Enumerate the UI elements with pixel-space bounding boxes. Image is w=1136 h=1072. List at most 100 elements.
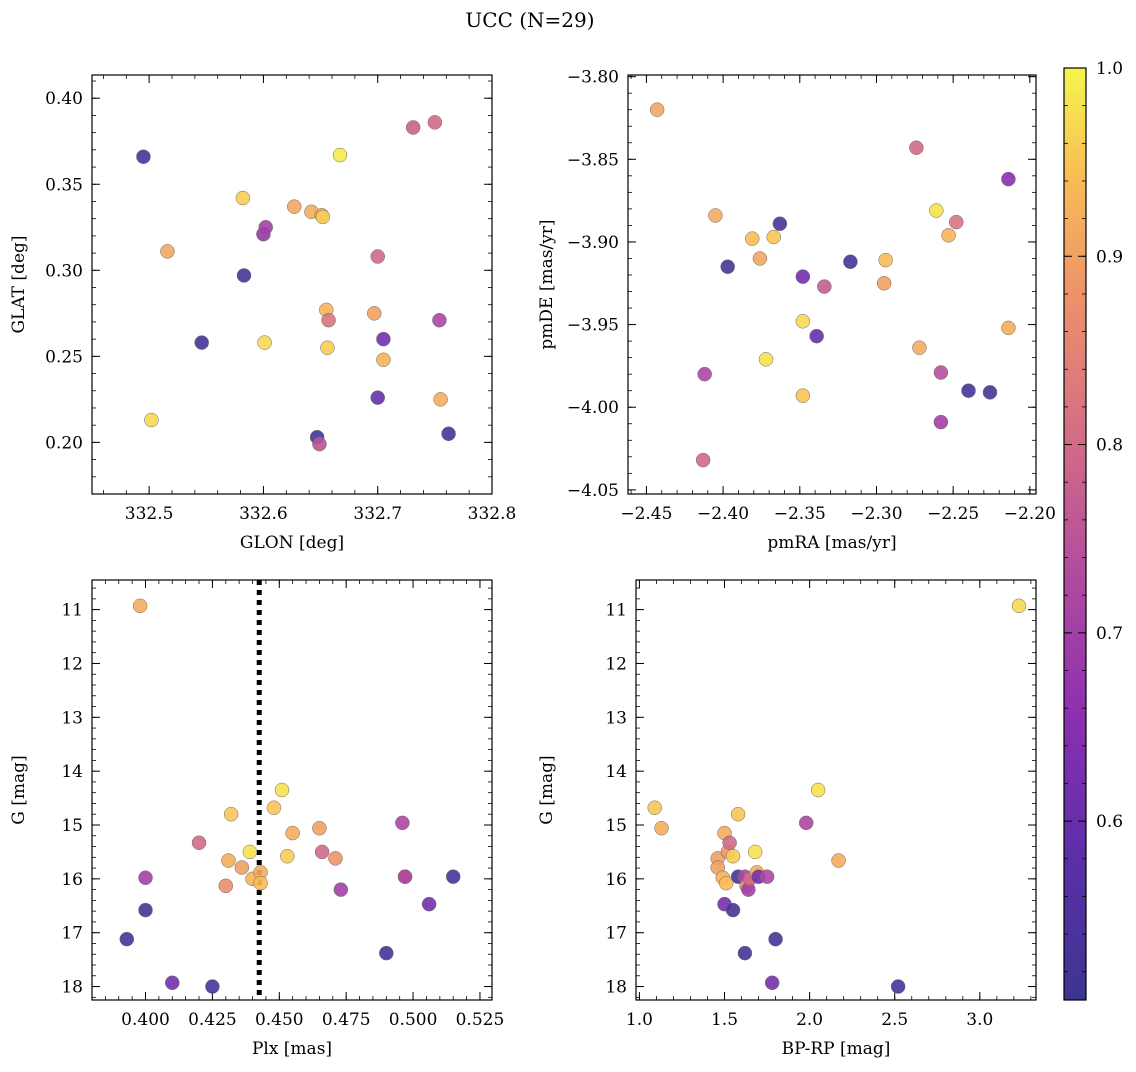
scatter-point bbox=[909, 140, 924, 155]
scatter-point bbox=[795, 314, 811, 329]
scatter-point bbox=[725, 848, 741, 864]
scatter-point bbox=[427, 115, 443, 130]
x-tick-label: 332.5 bbox=[125, 504, 174, 524]
y-tick-label: 15 bbox=[605, 816, 627, 836]
x-tick-label: 3.0 bbox=[966, 1010, 993, 1030]
scatter-point bbox=[766, 229, 781, 245]
scatter-point bbox=[759, 869, 775, 884]
colorbar-gradient bbox=[1063, 67, 1087, 1001]
scatter-point bbox=[912, 340, 927, 355]
scatter-point bbox=[367, 306, 382, 321]
figure-title: UCC (N=29) bbox=[465, 8, 594, 32]
y-tick-label: 18 bbox=[605, 978, 627, 998]
scatter-point bbox=[809, 328, 824, 344]
scatter-point bbox=[720, 259, 735, 274]
scatter-point bbox=[379, 945, 394, 961]
scatter-point bbox=[315, 209, 331, 225]
y-tick-label: 17 bbox=[61, 924, 83, 944]
y-tick-label: 0.35 bbox=[45, 175, 83, 195]
y-tick-label: 14 bbox=[61, 762, 83, 782]
scatter-point bbox=[205, 979, 220, 994]
x-tick-label: 0.425 bbox=[188, 1010, 237, 1030]
colorbar-tick-label: 0.7 bbox=[1096, 624, 1123, 644]
scatter-point bbox=[280, 848, 295, 864]
x-tick-label: −2.35 bbox=[774, 504, 826, 524]
x-tick-label: 0.400 bbox=[121, 1010, 170, 1030]
scatter-point bbox=[795, 269, 811, 284]
y-tick-label: 11 bbox=[605, 601, 627, 621]
y-tick-label: 0.40 bbox=[45, 89, 83, 109]
scatter-point bbox=[160, 244, 175, 259]
scatter-point bbox=[194, 335, 209, 350]
scatter-point bbox=[722, 835, 737, 851]
y-axis-label: G [mag] bbox=[537, 755, 557, 824]
scatter-point bbox=[285, 825, 300, 841]
scatter-point bbox=[132, 598, 148, 614]
scatter-point bbox=[236, 268, 252, 283]
x-tick-label: 0.500 bbox=[389, 1010, 438, 1030]
scatter-point bbox=[242, 844, 258, 860]
x-axis-label: pmRA [mas/yr] bbox=[767, 533, 896, 553]
x-tick-label: −2.30 bbox=[850, 504, 902, 524]
scatter-point bbox=[321, 312, 336, 328]
y-tick-label: 17 bbox=[605, 924, 627, 944]
scatter-point bbox=[395, 815, 410, 831]
x-tick-label: −2.25 bbox=[927, 504, 979, 524]
scatter-point bbox=[1001, 171, 1016, 187]
scatter-point bbox=[223, 806, 239, 822]
y-tick-label: 16 bbox=[605, 870, 627, 890]
scatter-point bbox=[725, 902, 741, 918]
scatter-point bbox=[235, 190, 251, 206]
x-tick-label: 2.5 bbox=[881, 1010, 908, 1030]
scatter-point bbox=[843, 254, 858, 270]
x-tick-label: 1.0 bbox=[626, 1010, 653, 1030]
scatter-point bbox=[421, 896, 437, 912]
scatter-point bbox=[433, 392, 448, 407]
scatter-point bbox=[768, 931, 783, 947]
scatter-point bbox=[941, 228, 956, 243]
y-tick-label: 15 bbox=[61, 816, 83, 836]
y-axis-label: GLAT [deg] bbox=[9, 235, 29, 333]
scatter-point bbox=[961, 383, 976, 398]
scatter-point bbox=[312, 436, 327, 452]
scatter-point bbox=[165, 975, 180, 991]
scatter-point bbox=[817, 279, 832, 294]
scatter-point bbox=[274, 782, 290, 798]
scatter-panel-3: 0.400 0.425 0.450 0.475 0.500 0.525 11 12 13 14 15… bbox=[9, 579, 504, 1059]
x-tick-label: 0.450 bbox=[255, 1010, 304, 1030]
scatter-point bbox=[234, 860, 250, 875]
scatter-point bbox=[397, 869, 413, 884]
y-tick-label: 12 bbox=[61, 654, 83, 674]
scatter-point bbox=[370, 390, 385, 405]
x-tick-label: 332.7 bbox=[353, 504, 402, 524]
scatter-point bbox=[218, 878, 234, 894]
scatter-point bbox=[287, 199, 302, 214]
x-tick-label: −2.45 bbox=[620, 504, 672, 524]
scatter-point bbox=[810, 782, 826, 798]
x-axis-label: Plx [mas] bbox=[252, 1039, 332, 1059]
scatter-point bbox=[764, 975, 780, 991]
y-tick-label: 13 bbox=[605, 708, 627, 728]
scatter-point bbox=[878, 252, 893, 268]
scatter-point bbox=[221, 853, 236, 868]
scatter-point bbox=[370, 249, 385, 264]
scatter-point bbox=[320, 340, 335, 355]
scatter-point bbox=[445, 869, 461, 884]
x-axis-label: BP-RP [mag] bbox=[782, 1039, 891, 1059]
scatter-point bbox=[948, 214, 964, 230]
x-tick-label: 332.8 bbox=[468, 504, 517, 524]
scatter-point bbox=[144, 412, 159, 428]
scatter-point bbox=[933, 414, 949, 430]
scatter-point bbox=[695, 452, 711, 468]
scatter-point bbox=[312, 820, 327, 836]
scatter-point bbox=[1011, 598, 1027, 614]
axes-frame bbox=[635, 579, 1037, 1001]
scatter-point bbox=[1001, 320, 1016, 336]
scatter-point bbox=[708, 208, 723, 223]
y-tick-label: 14 bbox=[605, 762, 627, 782]
y-tick-label: −4.00 bbox=[567, 398, 619, 418]
colorbar-tick-label: 0.6 bbox=[1096, 812, 1123, 832]
scatter-point bbox=[929, 203, 944, 218]
y-tick-label: 0.20 bbox=[45, 433, 83, 453]
scatter-point bbox=[314, 844, 330, 860]
